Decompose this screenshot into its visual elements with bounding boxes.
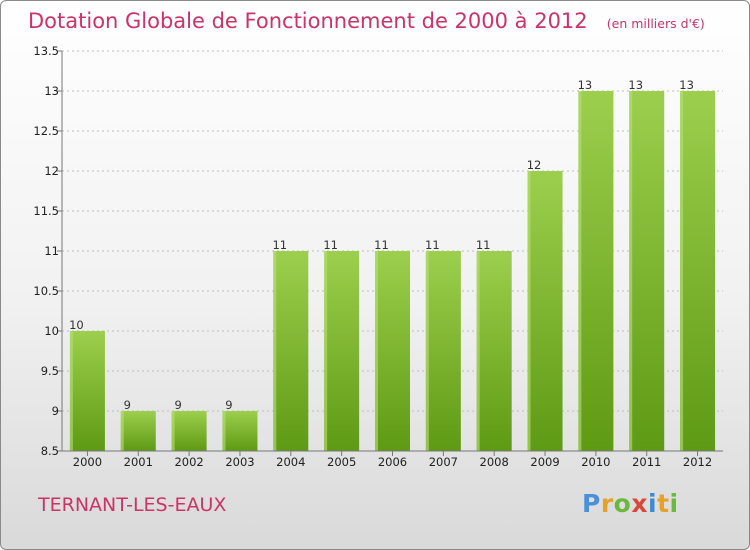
data-label-2008: 11 xyxy=(476,238,491,252)
data-label-2006: 11 xyxy=(374,238,389,252)
bar-highlight xyxy=(273,251,277,451)
y-tick-label: 12.5 xyxy=(33,124,59,138)
bar-2001 xyxy=(120,411,156,451)
bar-2004 xyxy=(273,251,309,451)
x-tick-label: 2006 xyxy=(378,455,407,469)
bar-2011 xyxy=(629,91,665,451)
proxiti-logo: Proxiti xyxy=(582,489,679,518)
x-tick-label: 2005 xyxy=(327,455,356,469)
title-row: Dotation Globale de Fonctionnement de 20… xyxy=(28,9,705,33)
bar-highlight xyxy=(527,171,531,451)
y-tick-label: 9 xyxy=(52,404,59,418)
bar-highlight xyxy=(629,91,633,451)
data-label-2002: 9 xyxy=(174,398,181,412)
data-label-2004: 11 xyxy=(272,238,287,252)
data-label-2009: 12 xyxy=(527,158,542,172)
bar-2012 xyxy=(680,91,716,451)
data-label-2012: 13 xyxy=(679,78,694,92)
bar-2008 xyxy=(476,251,512,451)
x-tick-label: 2011 xyxy=(632,455,661,469)
bar-2010 xyxy=(578,91,614,451)
y-tick-label: 11.5 xyxy=(33,204,59,218)
y-tick-label: 13 xyxy=(44,84,59,98)
bar-2003 xyxy=(222,411,258,451)
bars: 10 9 9 9 11 11 11 11 11 12 13 13 13 xyxy=(69,78,716,451)
chart-title: Dotation Globale de Fonctionnement de 20… xyxy=(28,9,588,33)
x-tick-label: 2012 xyxy=(683,455,712,469)
bar-2000 xyxy=(69,331,105,451)
bar-highlight xyxy=(375,251,378,451)
x-tick-label: 2003 xyxy=(225,455,254,469)
bar-highlight xyxy=(425,251,429,451)
bar-highlight xyxy=(222,411,226,451)
unit-note: (en milliers d'€) xyxy=(606,16,705,31)
data-label-2005: 11 xyxy=(323,238,338,252)
bar-highlight xyxy=(578,91,582,451)
bar-highlight xyxy=(324,251,328,451)
x-tick-label: 2002 xyxy=(174,455,203,469)
y-tick-label: 9.5 xyxy=(41,364,59,378)
x-tick-label: 2010 xyxy=(581,455,610,469)
x-tick-label: 2000 xyxy=(73,455,102,469)
data-label-2011: 13 xyxy=(628,78,643,92)
bar-2006 xyxy=(375,251,410,451)
data-label-2010: 13 xyxy=(578,78,593,92)
x-tick-label: 2008 xyxy=(480,455,509,469)
x-axis-ticks: 2000 2001 2002 2003 2004 2005 2006 2007 2008 2009… xyxy=(73,451,712,469)
y-tick-label: 12 xyxy=(44,164,59,178)
y-tick-label: 11 xyxy=(44,244,59,258)
x-tick-label: 2001 xyxy=(124,455,153,469)
data-label-2007: 11 xyxy=(425,238,440,252)
bar-highlight xyxy=(120,411,124,451)
bar-highlight xyxy=(69,331,73,451)
bar-2002 xyxy=(171,411,207,451)
bar-highlight xyxy=(476,251,480,451)
bar-highlight xyxy=(680,91,684,451)
y-tick-label: 8.5 xyxy=(41,444,59,458)
y-tick-label: 13.5 xyxy=(33,44,59,58)
y-tick-label: 10 xyxy=(44,324,59,338)
bar-2005 xyxy=(324,251,360,451)
x-tick-label: 2004 xyxy=(276,455,305,469)
x-tick-label: 2009 xyxy=(530,455,559,469)
data-label-2003: 9 xyxy=(225,398,232,412)
bar-2007 xyxy=(425,251,461,451)
data-label-2001: 9 xyxy=(124,398,131,412)
data-label-2000: 10 xyxy=(69,318,84,332)
y-tick-label: 10.5 xyxy=(33,284,59,298)
y-axis-ticks: 8.5 9 9.5 10 10.5 11 11.5 12 12.5 13 13.5 xyxy=(33,44,62,458)
commune-name: TERNANT-LES-EAUX xyxy=(38,494,227,516)
x-tick-label: 2007 xyxy=(429,455,458,469)
bar-2009 xyxy=(527,171,563,451)
bar-highlight xyxy=(171,411,175,451)
